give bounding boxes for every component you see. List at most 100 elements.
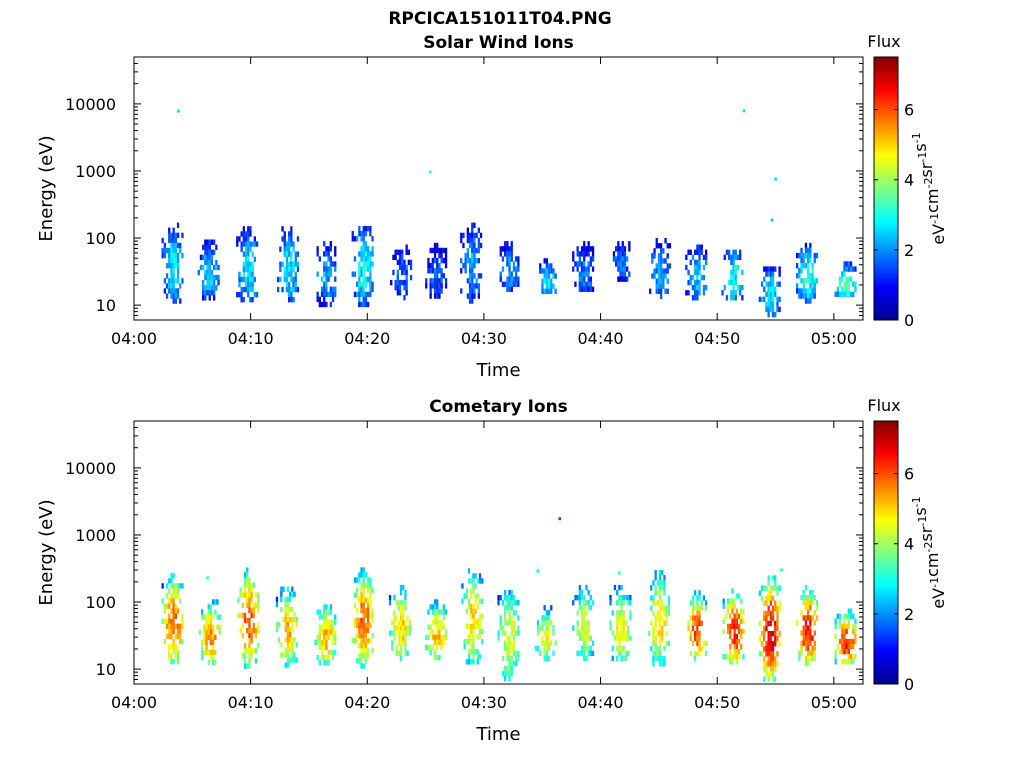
spectrogram-cell [168,603,171,609]
spectrogram-cell [731,603,734,609]
spectrogram-cell [611,655,614,662]
spectrogram-cell [371,246,374,252]
spectrogram-cell [731,623,734,630]
spectrogram-cell [210,254,214,261]
spectrogram-cell [364,261,368,267]
spectrogram-cell [318,301,321,308]
spectrogram-cell [845,286,848,292]
spectrogram-cell [475,247,478,254]
spectrogram-cell [172,598,175,604]
spectrogram-cell [731,659,734,665]
spectrogram-cell [647,630,651,637]
spectrogram-cell [698,630,701,637]
spectrogram-cell [508,660,511,667]
spectrogram-cell [536,645,540,651]
spectrogram-cell [329,291,332,298]
spectrogram-cell [547,630,551,636]
spectrogram-cell [431,268,434,274]
spectrogram-cell [466,293,469,299]
spectrogram-cell [170,252,173,259]
spectrogram-cell [206,264,209,271]
spectrogram-cell [796,263,799,269]
spectrogram-cell [698,615,701,621]
spectrogram-cell [651,258,654,264]
spectrogram-cell [205,634,208,641]
spectrogram-cell [237,612,240,619]
spectrogram-cell [807,610,810,616]
spectrogram-cell [813,293,816,299]
spectrogram-cell [657,258,661,264]
spectrogram-cell [278,622,281,628]
spectrogram-cell [731,588,734,594]
isolated-point [206,576,209,580]
spectrogram-cell [849,613,853,619]
spectrogram-cell [172,583,175,589]
spectrogram-cell [474,623,477,630]
spectrogram-cell [248,638,251,644]
spectrogram-cell [515,276,518,282]
spectrogram-cell [735,608,738,614]
spectrogram-cell [427,634,430,641]
spectrogram-cell [668,243,672,249]
spectrogram-cell [362,251,365,257]
spectrogram-cell [661,570,664,576]
spectrogram-cell [438,252,441,259]
spectrogram-cell [583,640,586,646]
spectrogram-cell [369,592,372,598]
spectrogram-cell [218,614,221,620]
spectrogram-cell [763,610,766,617]
spectrogram-cell [406,630,409,636]
spectrogram-cell [587,590,590,596]
spectrogram-cell [172,613,175,619]
spectrogram-cell [734,264,737,271]
spectrogram-cell [462,242,465,249]
spectrogram-cell [208,280,211,286]
spectrogram-cell [587,271,590,277]
spectrogram-cell [294,286,297,293]
spectrogram-cell [364,638,368,644]
spectrogram-cell [547,635,551,641]
spectrogram-cell [248,617,251,624]
spectrogram-cell [172,603,175,609]
spectrogram-cell [769,661,772,667]
spectrogram-cell [807,278,810,284]
spectrogram-cell [360,246,363,252]
spectrogram-cell [208,239,211,245]
spectrogram-cell [732,290,735,296]
spectrogram-cell [237,597,240,603]
spectrogram-cell [356,638,359,644]
spectrogram-cell [214,649,217,656]
spectrogram-cell [774,666,777,672]
data-burst [236,226,259,303]
spectrogram-cell [800,595,803,601]
spectrogram-cell [550,640,553,646]
spectrogram-cell [369,291,372,298]
spectrogram-cell [807,655,810,662]
spectrogram-cell [845,623,848,630]
spectrogram-cell [244,231,248,237]
spectrogram-cell [247,292,250,298]
spectrogram-cell [331,634,335,641]
data-burst [161,222,184,304]
spectrogram-cell [436,599,439,605]
spectrogram-cell [578,600,581,606]
spectrogram-cell [429,629,432,635]
spectrogram-cell [778,266,781,272]
spectrogram-cell [442,639,445,646]
spectrogram-cell [620,600,623,606]
spectrogram-cell [722,603,725,609]
spectrogram-cell [834,659,837,665]
spectrogram-cell [580,625,584,631]
spectrogram-cell [362,643,365,649]
spectrogram-cell [735,613,738,619]
spectrogram-cell [161,583,164,589]
x-tick-label: 04:10 [228,693,274,712]
spectrogram-cell [574,281,577,287]
spectrogram-cell [845,266,848,272]
spectrogram-cell [248,663,251,669]
spectrogram-cell [367,648,370,654]
spectrogram-cell [765,666,768,672]
spectrogram-cell [658,640,662,647]
spectrogram-cell [698,285,701,291]
spectrogram-cell [620,630,623,636]
